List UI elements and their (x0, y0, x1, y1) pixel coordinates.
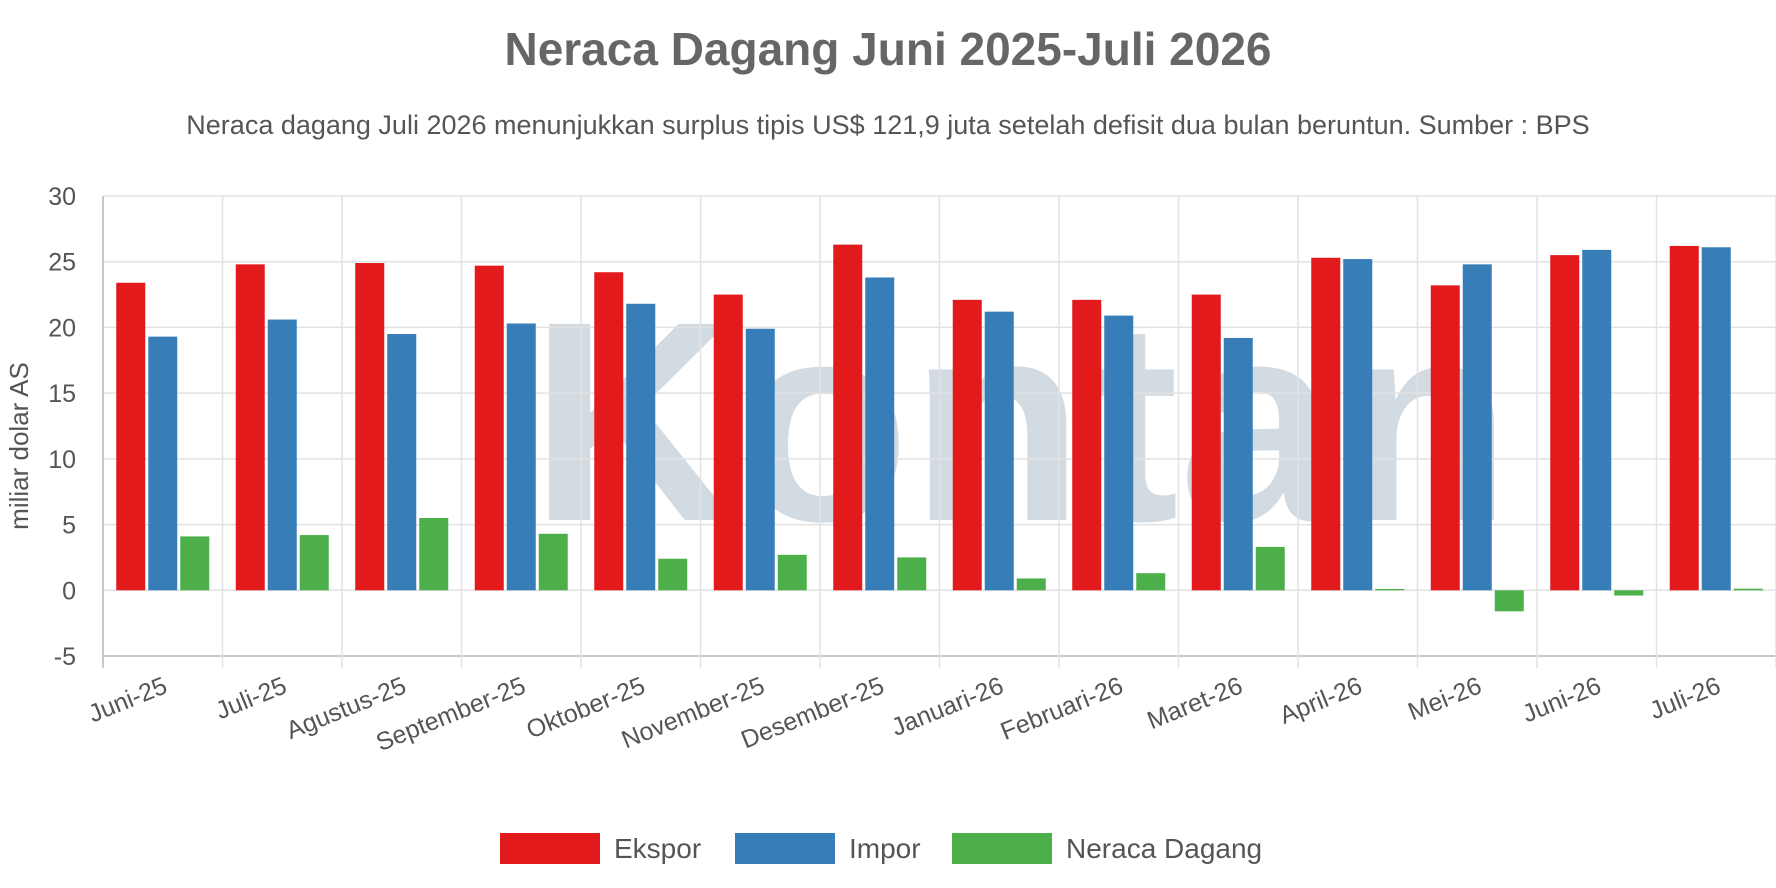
y-tick-label: 5 (62, 512, 76, 540)
bar-neraca-dagang-juni-26[interactable] (1614, 590, 1644, 596)
bar-ekspor-agustus-25[interactable] (355, 263, 385, 591)
bar-impor-februari-26[interactable] (1104, 315, 1134, 591)
bar-impor-juli-25[interactable] (267, 319, 297, 591)
bar-impor-mei-26[interactable] (1462, 264, 1492, 591)
bar-ekspor-januari-26[interactable] (952, 299, 982, 591)
bar-ekspor-september-25[interactable] (474, 265, 504, 591)
bar-neraca-dagang-mei-26[interactable] (1494, 590, 1524, 612)
legend-label-ekspor[interactable]: Ekspor (614, 833, 701, 864)
y-tick-label: -5 (54, 643, 76, 671)
bar-ekspor-april-26[interactable] (1311, 257, 1341, 591)
bar-ekspor-februari-26[interactable] (1072, 299, 1102, 591)
y-tick-label: 25 (48, 249, 76, 277)
legend-swatch-impor[interactable] (735, 833, 835, 864)
bar-impor-maret-26[interactable] (1223, 337, 1253, 591)
bar-ekspor-desember-25[interactable] (833, 244, 863, 591)
chart-title: Neraca Dagang Juni 2025-Juli 2026 (504, 23, 1272, 75)
bar-neraca-dagang-juli-25[interactable] (299, 535, 329, 591)
bar-neraca-dagang-agustus-25[interactable] (419, 518, 449, 591)
bar-neraca-dagang-februari-26[interactable] (1136, 573, 1166, 591)
bar-impor-juni-25[interactable] (148, 336, 178, 591)
x-tick-label: Maret-26 (1143, 672, 1246, 735)
bar-neraca-dagang-oktober-25[interactable] (658, 558, 688, 591)
y-tick-label: 10 (48, 446, 76, 474)
y-tick-label: 0 (62, 577, 76, 605)
legend-label-impor[interactable]: Impor (849, 833, 921, 864)
bar-ekspor-juli-25[interactable] (235, 264, 265, 591)
legend-swatch-ekspor[interactable] (500, 833, 600, 864)
legend[interactable]: Ekspor Impor Neraca Dagang (500, 833, 1262, 864)
bar-impor-november-25[interactable] (745, 328, 775, 591)
x-tick-label: Juli-25 (212, 672, 291, 726)
x-tick-label: Januari-26 (887, 672, 1007, 742)
bar-neraca-dagang-juli-26[interactable] (1733, 588, 1763, 591)
bar-neraca-dagang-desember-25[interactable] (897, 557, 927, 591)
x-tick-label: Juni-26 (1518, 672, 1605, 729)
y-tick-label: 15 (48, 380, 76, 408)
bar-impor-januari-26[interactable] (984, 311, 1014, 591)
bar-neraca-dagang-april-26[interactable] (1375, 588, 1405, 591)
legend-swatch-neraca-dagang[interactable] (952, 833, 1052, 864)
bar-ekspor-november-25[interactable] (713, 294, 743, 591)
bar-ekspor-oktober-25[interactable] (594, 272, 624, 591)
bar-ekspor-juli-26[interactable] (1669, 245, 1699, 591)
x-tick-label: Juli-26 (1646, 672, 1725, 726)
chart-subtitle: Neraca dagang Juli 2026 menunjukkan surp… (186, 110, 1590, 140)
bars (116, 244, 1763, 612)
bar-neraca-dagang-september-25[interactable] (538, 533, 568, 591)
y-axis-title: miliar dolar AS (4, 362, 34, 530)
x-axis-ticks: Juni-25 Juli-25Agustus-25September-25Okto… (84, 672, 1724, 757)
bar-neraca-dagang-maret-26[interactable] (1255, 546, 1285, 591)
bar-ekspor-mei-26[interactable] (1430, 285, 1460, 591)
bar-neraca-dagang-november-25[interactable] (777, 554, 807, 591)
x-tick-label: April-26 (1276, 672, 1366, 730)
bar-impor-juni-26[interactable] (1582, 249, 1612, 591)
grid (102, 195, 1776, 668)
bar-ekspor-juni-26[interactable] (1550, 255, 1580, 591)
bar-ekspor-juni-25[interactable] (116, 282, 146, 591)
bar-ekspor-maret-26[interactable] (1191, 294, 1221, 591)
y-axis-ticks: 30 25 20 15 10 5 0 -5 (48, 183, 76, 671)
y-tick-label: 30 (48, 183, 76, 211)
bar-impor-oktober-25[interactable] (626, 303, 656, 591)
x-tick-label: Februari-26 (997, 672, 1127, 746)
bar-impor-april-26[interactable] (1343, 259, 1373, 591)
bar-neraca-dagang-januari-26[interactable] (1016, 578, 1046, 591)
bar-impor-agustus-25[interactable] (387, 334, 417, 591)
bar-impor-juli-26[interactable] (1701, 247, 1731, 591)
x-tick-label: Juni-25 (84, 672, 171, 729)
x-tick-label: Mei-26 (1404, 672, 1485, 727)
legend-label-neraca-dagang[interactable]: Neraca Dagang (1066, 833, 1262, 864)
bar-neraca-dagang-juni-25[interactable] (180, 536, 210, 591)
bar-impor-desember-25[interactable] (865, 277, 895, 591)
y-tick-label: 20 (48, 314, 76, 342)
bar-impor-september-25[interactable] (506, 323, 536, 591)
